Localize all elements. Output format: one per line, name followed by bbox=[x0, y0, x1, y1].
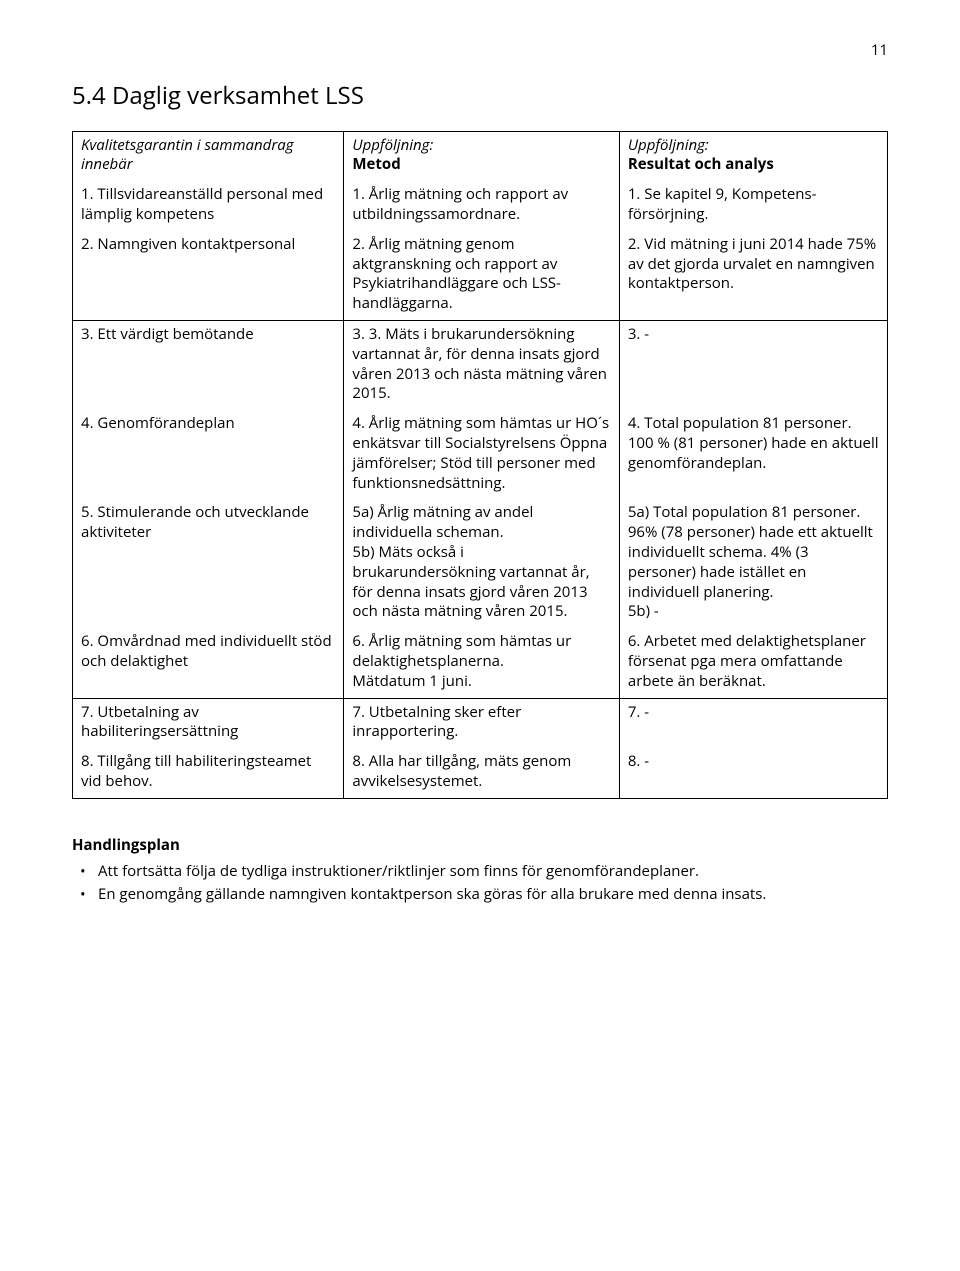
list-item: En genomgång gällande namngiven kontaktp… bbox=[98, 884, 888, 905]
table-cell: 7. - bbox=[619, 698, 887, 748]
table-cell: Kvalitetsgarantin i sammandraginnebär bbox=[73, 131, 344, 181]
table-cell: 8. - bbox=[619, 748, 887, 798]
table-cell: 5a) Total population 81 personer. 96% (7… bbox=[619, 499, 887, 628]
table-cell: 8. Tillgång till habiliteringsteamet vid… bbox=[73, 748, 344, 798]
table-cell: 1. Se kapitel 9, Kompetens-försörjning. bbox=[619, 181, 887, 231]
table-cell: 7. Utbetalning sker efter inrapportering… bbox=[344, 698, 619, 748]
quality-table: Kvalitetsgarantin i sammandraginnebärUpp… bbox=[72, 131, 888, 799]
table-cell: 4. Total population 81 personer. 100 % (… bbox=[619, 410, 887, 499]
table-cell: 6. Arbetet med delaktighetsplaner försen… bbox=[619, 628, 887, 698]
table-cell: 8. Alla har tillgång, mäts genom avvikel… bbox=[344, 748, 619, 798]
table-row: 4. Genomförandeplan4. Årlig mätning som … bbox=[73, 410, 888, 499]
table-cell: 3. - bbox=[619, 321, 887, 411]
action-plan: Handlingsplan Att fortsätta följa de tyd… bbox=[72, 835, 888, 905]
table-cell: 2. Årlig mätning genom aktgranskning och… bbox=[344, 231, 619, 321]
table-row: 1. Tillsvidareanställd personal med lämp… bbox=[73, 181, 888, 231]
table-cell: 5a) Årlig mätning av andel individuella … bbox=[344, 499, 619, 628]
table-cell: 6. Omvårdnad med individuellt stöd och d… bbox=[73, 628, 344, 698]
table-row: 5. Stimulerande och utvecklande aktivite… bbox=[73, 499, 888, 628]
table-cell: 4. Årlig mätning som hämtas ur HO´s enkä… bbox=[344, 410, 619, 499]
table-cell: 2. Namngiven kontaktpersonal bbox=[73, 231, 344, 321]
table-cell: 5. Stimulerande och utvecklande aktivite… bbox=[73, 499, 344, 628]
table-row: 2. Namngiven kontaktpersonal2. Årlig mät… bbox=[73, 231, 888, 321]
table-row: 3. Ett värdigt bemötande3. 3. Mäts i bru… bbox=[73, 321, 888, 411]
table-cell: Uppföljning:Metod bbox=[344, 131, 619, 181]
table-row: 6. Omvårdnad med individuellt stöd och d… bbox=[73, 628, 888, 698]
table-cell: 1. Tillsvidareanställd personal med lämp… bbox=[73, 181, 344, 231]
table-row: 8. Tillgång till habiliteringsteamet vid… bbox=[73, 748, 888, 798]
action-plan-list: Att fortsätta följa de tydliga instrukti… bbox=[72, 861, 888, 905]
table-cell: 1. Årlig mätning och rapport av utbildni… bbox=[344, 181, 619, 231]
list-item: Att fortsätta följa de tydliga instrukti… bbox=[98, 861, 888, 882]
table-row: 7. Utbetalning av habiliteringsersättnin… bbox=[73, 698, 888, 748]
action-plan-heading: Handlingsplan bbox=[72, 835, 888, 855]
table-header-row: Kvalitetsgarantin i sammandraginnebärUpp… bbox=[73, 131, 888, 181]
table-cell: 4. Genomförandeplan bbox=[73, 410, 344, 499]
section-title: 5.4 Daglig verksamhet LSS bbox=[72, 80, 888, 112]
table-cell: 7. Utbetalning av habiliteringsersättnin… bbox=[73, 698, 344, 748]
page-number: 11 bbox=[72, 40, 888, 60]
table-cell: 3. 3. Mäts i brukarundersökning vartanna… bbox=[344, 321, 619, 411]
table-cell: Uppföljning:Resultat och analys bbox=[619, 131, 887, 181]
table-cell: 2. Vid mätning i juni 2014 hade 75% av d… bbox=[619, 231, 887, 321]
table-cell: 3. Ett värdigt bemötande bbox=[73, 321, 344, 411]
table-cell: 6. Årlig mätning som hämtas ur delaktigh… bbox=[344, 628, 619, 698]
